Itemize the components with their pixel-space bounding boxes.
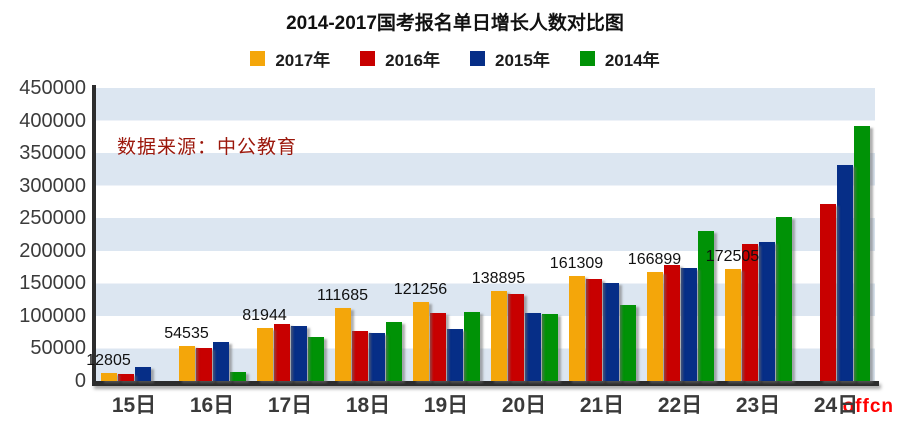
bar-2015-17 xyxy=(290,326,307,381)
x-axis-tick-label: 21日 xyxy=(579,394,625,417)
bar-2014-23 xyxy=(775,216,792,381)
bar-2017-20 xyxy=(490,290,507,381)
bar-value-label: 111685 xyxy=(316,287,368,305)
y-axis-tick-label: 300000 xyxy=(19,174,86,197)
bar-2017-19 xyxy=(412,302,429,381)
bar-2014-24 xyxy=(853,125,870,381)
bar-2016-17 xyxy=(273,324,290,381)
legend-label: 2014年 xyxy=(604,51,660,70)
x-axis-tick-label: 18日 xyxy=(345,394,391,417)
x-axis-tick-label: 24日 xyxy=(813,394,859,417)
bar-2016-16 xyxy=(195,348,212,381)
y-axis-tick-label: 250000 xyxy=(19,207,86,230)
bar-2016-22 xyxy=(663,265,680,381)
bar-group-18: 111685 xyxy=(317,88,407,381)
legend-swatch-icon xyxy=(470,51,485,66)
bar-group-20: 138895 xyxy=(472,88,563,381)
bar-2015-24 xyxy=(836,165,853,381)
x-axis-tick-label: 17日 xyxy=(267,394,313,417)
bar-2014-18 xyxy=(385,322,402,381)
chart-title: 2014-2017国考报名单日增长人数对比图 xyxy=(286,13,624,34)
bar-2017-16 xyxy=(178,345,195,381)
bar-2016-23 xyxy=(741,244,758,381)
bar-value-label: 121256 xyxy=(393,281,448,299)
offcn-logo: offcn xyxy=(842,396,894,417)
y-axis-tick-label: 200000 xyxy=(19,239,86,262)
bar-value-label: 166899 xyxy=(627,251,682,269)
bar-2015-20 xyxy=(524,312,541,381)
bar-2017-21 xyxy=(568,275,585,381)
bar-group-24 xyxy=(797,88,875,381)
x-axis-tick-label: 19日 xyxy=(423,394,469,417)
bar-2015-18 xyxy=(368,332,385,381)
bar-2014-22 xyxy=(697,231,714,381)
y-axis-tick-label: 100000 xyxy=(19,304,86,327)
bar-2014-21 xyxy=(619,304,636,381)
bar-group-19: 121256 xyxy=(394,88,485,381)
legend-swatch-icon xyxy=(360,51,376,66)
bar-value-label: 54535 xyxy=(164,324,209,342)
bar-2016-19 xyxy=(429,313,446,381)
legend: 2017年 2016年 2015年 2014年 xyxy=(0,46,910,71)
legend-label: 2016年 xyxy=(385,51,440,70)
bar-2017-18 xyxy=(334,308,351,381)
bar-group-15: 12805 xyxy=(86,88,173,381)
bar-group-23: 172505 xyxy=(706,88,797,381)
bar-2016-24 xyxy=(819,203,836,381)
x-axis-tick-label: 20日 xyxy=(501,394,547,417)
y-axis-line xyxy=(92,85,96,385)
bar-value-label: 161309 xyxy=(549,254,604,272)
bar-2015-16 xyxy=(212,341,229,381)
legend-item-2016: 2016年 xyxy=(360,46,440,71)
x-axis-tick-label: 16日 xyxy=(189,394,235,417)
bar-2015-15 xyxy=(134,367,151,381)
x-axis-tick-label: 15日 xyxy=(111,394,157,417)
bar-2014-16 xyxy=(229,371,246,381)
legend-item-2017: 2017年 xyxy=(250,46,330,71)
bar-group-22: 166899 xyxy=(628,88,719,381)
bar-2014-20 xyxy=(541,313,558,381)
bar-2017-22 xyxy=(646,272,663,381)
legend-swatch-icon xyxy=(579,51,595,66)
bar-value-label: 172505 xyxy=(705,247,760,265)
bar-value-label: 12805 xyxy=(86,351,131,369)
bar-2014-19 xyxy=(463,311,480,381)
bar-2017-17 xyxy=(256,327,273,381)
bar-value-label: 138895 xyxy=(471,269,526,287)
bar-2014-17 xyxy=(307,337,324,381)
bar-2016-21 xyxy=(585,279,602,381)
bar-2017-15 xyxy=(100,372,117,381)
bar-2015-21 xyxy=(602,282,619,381)
x-axis-tick-label: 22日 xyxy=(657,394,703,417)
bar-2015-19 xyxy=(446,328,463,381)
y-axis-tick-label: 50000 xyxy=(30,337,86,360)
bar-2016-20 xyxy=(507,294,524,381)
bar-2017-23 xyxy=(724,268,741,381)
legend-label: 2017年 xyxy=(275,51,331,70)
y-axis-tick-label: 350000 xyxy=(19,142,86,165)
bar-2016-15 xyxy=(117,373,134,381)
watermark: 数据来源：中公教育 xyxy=(117,137,298,158)
y-axis-tick-label: 0 xyxy=(74,370,86,392)
y-axis-tick-label: 150000 xyxy=(19,272,86,295)
x-axis-tick-label: 23日 xyxy=(735,394,781,417)
x-axis-line xyxy=(92,381,879,386)
bar-2015-22 xyxy=(680,267,697,381)
bar-group-17: 81944 xyxy=(242,88,329,381)
legend-item-2014: 2014年 xyxy=(579,46,660,71)
bar-value-label: 81944 xyxy=(242,306,287,324)
y-axis-tick-label: 450000 xyxy=(19,77,86,99)
bar-group-21: 161309 xyxy=(550,88,641,381)
legend-swatch-icon xyxy=(250,51,266,66)
plot-area: 12805 54535 81944 111685 121256 138895 161309 1… xyxy=(86,88,875,381)
legend-label: 2015年 xyxy=(495,51,550,70)
legend-item-2015: 2015年 xyxy=(470,46,550,71)
bar-group-16: 54535 xyxy=(164,88,251,381)
bar-2015-23 xyxy=(758,242,775,381)
bar-2016-18 xyxy=(351,330,368,381)
y-axis-tick-label: 400000 xyxy=(19,109,86,132)
